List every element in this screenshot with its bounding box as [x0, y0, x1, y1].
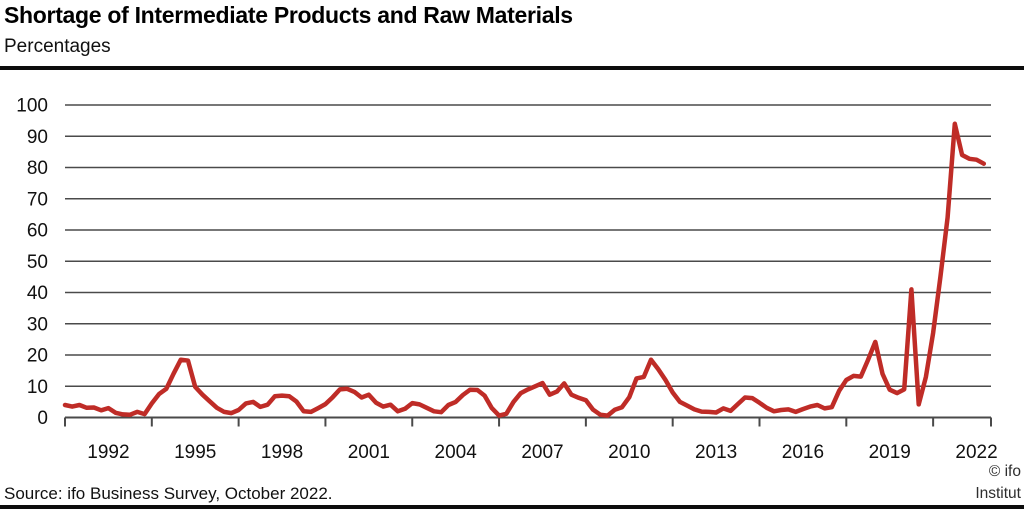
x-tick-label: 2004 [435, 442, 478, 463]
source-note: Source: ifo Business Survey, October 202… [4, 484, 333, 503]
x-tick-label: 2001 [348, 442, 390, 463]
x-tick-label: 2013 [695, 442, 737, 463]
y-tick-label: 30 [27, 314, 48, 335]
y-tick-label: 80 [27, 158, 48, 179]
y-tick-label: 70 [27, 189, 48, 210]
x-tick-label: 2010 [608, 442, 650, 463]
y-tick-label: 90 [27, 127, 48, 148]
y-tick-label: 60 [27, 221, 48, 242]
y-tick-label: 20 [27, 346, 48, 367]
bottom-divider [0, 505, 1024, 509]
ifo-credit-line2: Institut [975, 485, 1021, 502]
ifo-credit: © ifo Institut [975, 461, 1021, 505]
y-tick-label: 10 [27, 377, 48, 398]
ifo-credit-line1: © ifo [988, 463, 1021, 480]
data-line [62, 121, 987, 418]
y-tick-label: 50 [27, 252, 48, 273]
x-tick-label: 2007 [521, 442, 563, 463]
x-tick-label: 2016 [782, 442, 824, 463]
x-tick-label: 1995 [174, 442, 216, 463]
chart-title: Shortage of Intermediate Products and Ra… [4, 2, 573, 28]
y-tick-label: 0 [37, 408, 48, 429]
x-tick-label: 2019 [869, 442, 911, 463]
chart-subtitle: Percentages [4, 36, 111, 57]
x-tick-label: 2022 [955, 442, 997, 463]
x-tick-label: 1992 [87, 442, 129, 463]
top-divider [0, 66, 1024, 70]
y-tick-label: 100 [16, 96, 48, 117]
x-tick-label: 1998 [261, 442, 303, 463]
y-tick-label: 40 [27, 283, 48, 304]
